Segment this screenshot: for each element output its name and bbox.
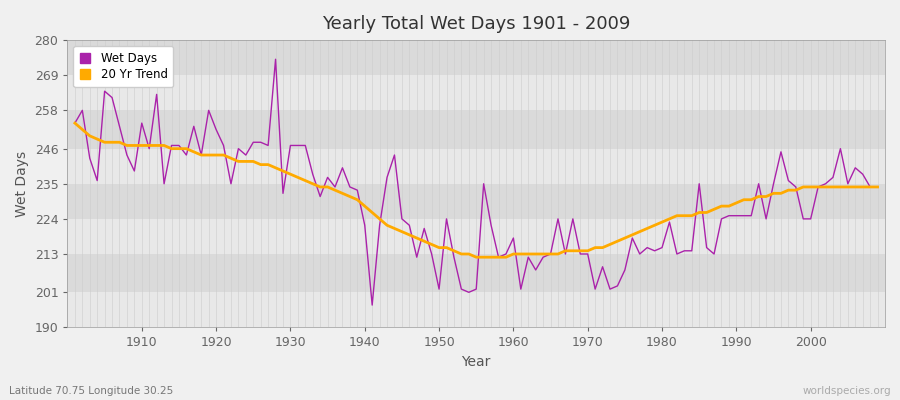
Wet Days	[129, 168, 140, 173]
20 Yr Trend	[337, 191, 347, 196]
X-axis label: Year: Year	[462, 355, 490, 369]
Wet Days	[300, 143, 310, 148]
Wet Days	[69, 121, 80, 126]
Wet Days	[612, 284, 623, 288]
Wet Days	[270, 57, 281, 62]
Wet Days	[345, 184, 356, 189]
Wet Days	[872, 184, 883, 189]
Legend: Wet Days, 20 Yr Trend: Wet Days, 20 Yr Trend	[74, 46, 174, 87]
Bar	[68, 184, 885, 219]
Wet Days	[367, 303, 378, 308]
Text: Latitude 70.75 Longitude 30.25: Latitude 70.75 Longitude 30.25	[9, 386, 173, 396]
Wet Days	[523, 255, 534, 260]
20 Yr Trend	[872, 184, 883, 189]
20 Yr Trend	[605, 242, 616, 247]
Wet Days	[516, 287, 526, 292]
Bar	[68, 75, 885, 110]
Bar	[68, 110, 885, 149]
Bar	[68, 219, 885, 254]
Line: Wet Days: Wet Days	[75, 59, 878, 305]
20 Yr Trend	[129, 143, 140, 148]
Bar	[68, 254, 885, 292]
Bar	[68, 40, 885, 75]
20 Yr Trend	[292, 175, 303, 180]
Line: 20 Yr Trend: 20 Yr Trend	[75, 123, 878, 257]
20 Yr Trend	[471, 255, 482, 260]
20 Yr Trend	[508, 252, 518, 256]
Title: Yearly Total Wet Days 1901 - 2009: Yearly Total Wet Days 1901 - 2009	[322, 15, 630, 33]
Text: worldspecies.org: worldspecies.org	[803, 386, 891, 396]
20 Yr Trend	[516, 252, 526, 256]
Bar	[68, 149, 885, 184]
Bar	[68, 292, 885, 328]
20 Yr Trend	[69, 121, 80, 126]
Y-axis label: Wet Days: Wet Days	[15, 151, 29, 217]
